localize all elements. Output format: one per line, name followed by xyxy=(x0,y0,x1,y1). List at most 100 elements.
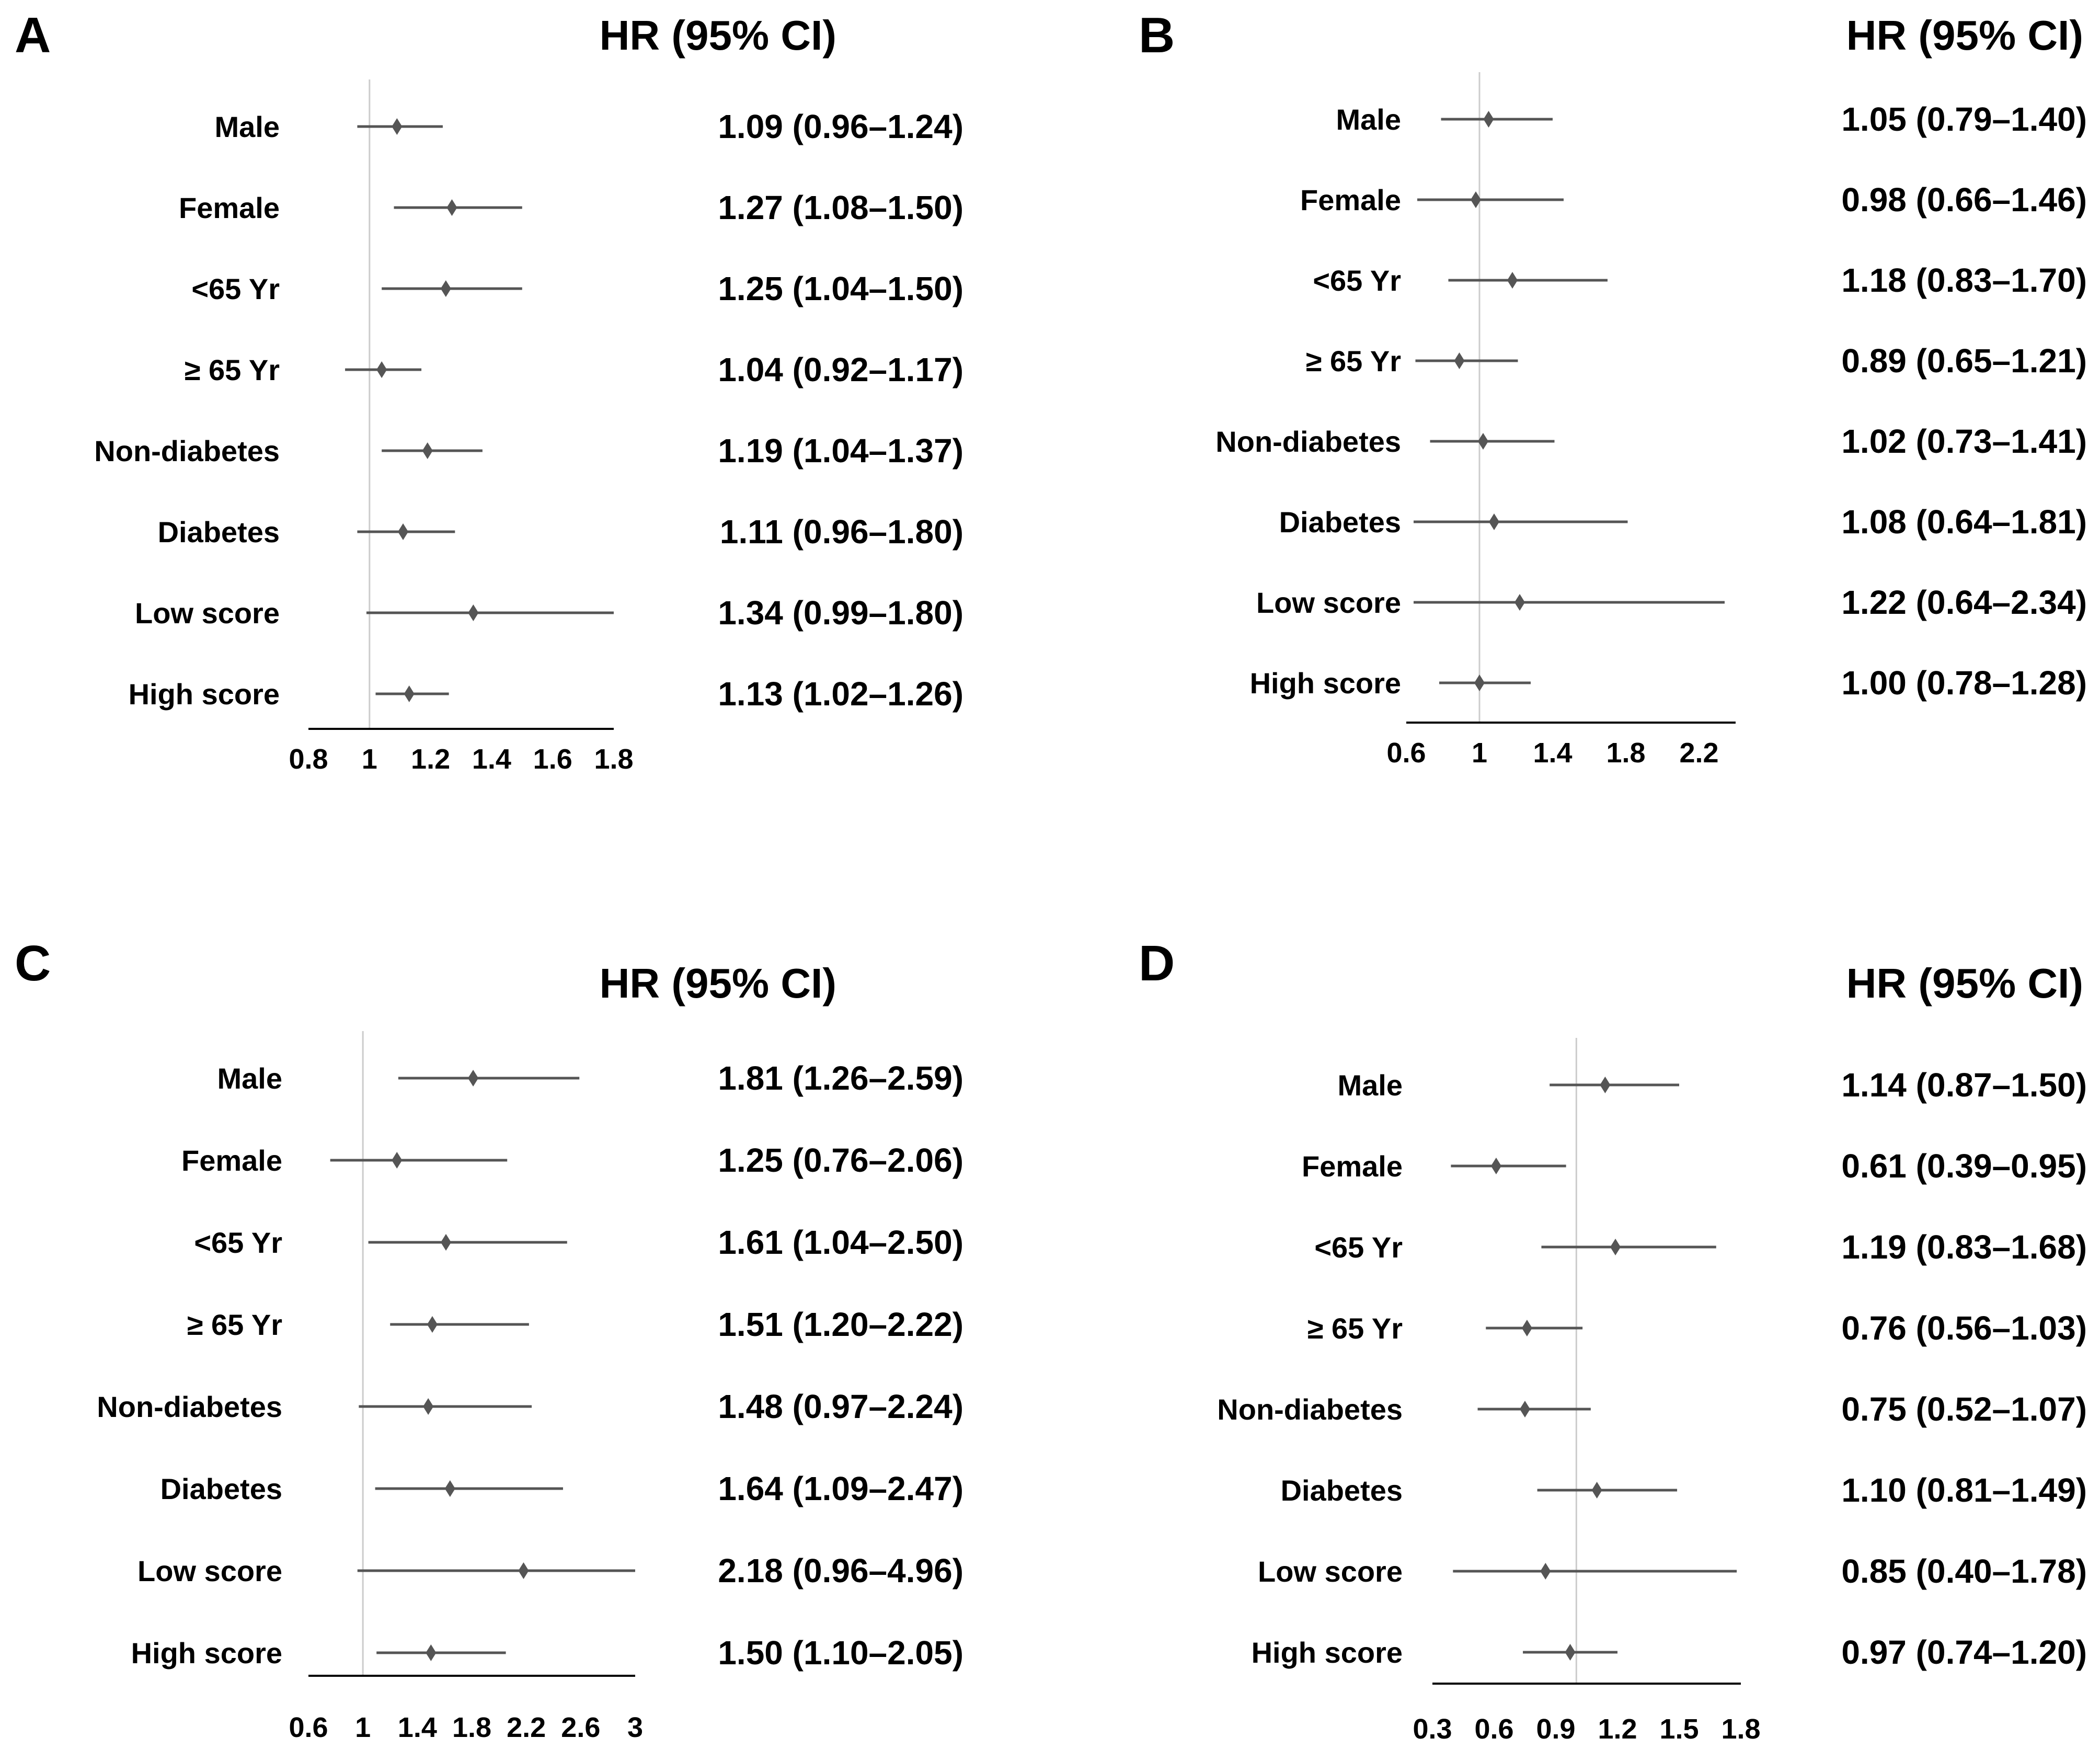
hr-ci-value: 1.25 (1.04–1.50) xyxy=(718,270,963,307)
row-label: Female xyxy=(1302,1150,1403,1183)
hr-ci-value: 1.19 (0.83–1.68) xyxy=(1841,1228,2087,1266)
column-header: HR (95% CI) xyxy=(1846,960,2083,1007)
hr-marker xyxy=(468,604,479,621)
row-label: <65 Yr xyxy=(191,272,280,305)
hr-ci-value: 0.85 (0.40–1.78) xyxy=(1841,1552,2087,1590)
x-tick-label: 1.8 xyxy=(452,1712,491,1743)
hr-ci-value: 1.05 (0.79–1.40) xyxy=(1841,100,2087,138)
panel-letter: C xyxy=(15,935,51,991)
hr-ci-value: 1.11 (0.96–1.80) xyxy=(720,513,963,551)
row-label: Diabetes xyxy=(1279,506,1401,539)
row-label: Low score xyxy=(1258,1555,1403,1588)
hr-marker xyxy=(1540,1563,1551,1580)
hr-marker xyxy=(1521,1320,1532,1336)
row-label: Female xyxy=(179,191,280,224)
hr-marker xyxy=(440,280,451,297)
hr-marker xyxy=(444,1480,455,1497)
hr-marker xyxy=(1474,674,1485,691)
panel-letter: D xyxy=(1139,935,1175,991)
hr-ci-value: 0.75 (0.52–1.07) xyxy=(1841,1390,2087,1428)
row-label: Diabetes xyxy=(158,516,280,548)
hr-ci-value: 1.64 (1.09–2.47) xyxy=(718,1470,963,1507)
row-label: Diabetes xyxy=(160,1472,282,1505)
hr-marker xyxy=(422,442,433,459)
row-label: High score xyxy=(129,678,280,711)
x-tick-label: 1.8 xyxy=(1606,737,1645,769)
row-label: <65 Yr xyxy=(1313,264,1401,297)
panel-a: A HR (95% CI) Male 1.09 (0.96–1.24) Female 1.… xyxy=(15,7,963,775)
x-tick-label: 1 xyxy=(1472,737,1487,769)
column-header: HR (95% CI) xyxy=(600,960,836,1007)
hr-marker xyxy=(1610,1239,1621,1255)
x-tick-label: 0.9 xyxy=(1536,1713,1575,1745)
hr-marker xyxy=(1514,594,1525,611)
x-tick-label: 0.6 xyxy=(289,1712,328,1743)
hr-ci-value: 1.34 (0.99–1.80) xyxy=(718,594,963,632)
hr-marker xyxy=(427,1316,438,1333)
hr-ci-value: 0.98 (0.66–1.46) xyxy=(1841,181,2087,219)
hr-marker xyxy=(1507,272,1518,289)
hr-marker xyxy=(441,1234,452,1251)
hr-marker xyxy=(1600,1077,1611,1093)
x-tick-label: 1.4 xyxy=(398,1712,437,1743)
x-tick-label: 1.6 xyxy=(533,744,572,775)
hr-ci-value: 0.61 (0.39–0.95) xyxy=(1841,1147,2087,1185)
hr-ci-value: 1.50 (1.10–2.05) xyxy=(718,1634,963,1672)
hr-ci-value: 1.14 (0.87–1.50) xyxy=(1841,1066,2087,1104)
hr-ci-value: 1.27 (1.08–1.50) xyxy=(718,189,963,226)
hr-marker xyxy=(1478,433,1488,450)
hr-marker xyxy=(1471,191,1481,208)
hr-marker xyxy=(376,361,387,378)
row-label: ≥ 65 Yr xyxy=(1306,345,1401,378)
hr-marker xyxy=(468,1070,479,1087)
hr-ci-value: 1.13 (1.02–1.26) xyxy=(718,675,963,713)
x-tick-label: 2.6 xyxy=(561,1712,600,1743)
hr-marker xyxy=(426,1644,437,1661)
hr-marker xyxy=(1565,1644,1576,1661)
hr-ci-value: 0.76 (0.56–1.03) xyxy=(1841,1309,2087,1347)
hr-marker xyxy=(404,685,415,702)
hr-ci-value: 1.02 (0.73–1.41) xyxy=(1841,422,2087,460)
hr-marker xyxy=(392,1152,403,1169)
x-tick-label: 1.4 xyxy=(472,744,511,775)
hr-ci-value: 1.10 (0.81–1.49) xyxy=(1841,1471,2087,1509)
hr-ci-value: 1.00 (0.78–1.28) xyxy=(1841,664,2087,702)
hr-ci-value: 1.61 (1.04–2.50) xyxy=(718,1223,963,1261)
x-tick-label: 1.8 xyxy=(1721,1713,1760,1745)
hr-ci-value: 1.04 (0.92–1.17) xyxy=(718,351,963,388)
hr-ci-value: 0.97 (0.74–1.20) xyxy=(1841,1633,2087,1671)
row-label: Low score xyxy=(137,1554,282,1587)
row-label: High score xyxy=(131,1637,282,1669)
hr-marker xyxy=(1489,513,1499,530)
row-label: High score xyxy=(1250,667,1401,700)
column-header: HR (95% CI) xyxy=(600,12,836,59)
row-label: ≥ 65 Yr xyxy=(185,353,280,386)
row-label: Non-diabetes xyxy=(97,1390,282,1423)
panel-c: C HR (95% CI) Male 1.81 (1.26–2.59) Female 1.… xyxy=(15,935,963,1743)
hr-marker xyxy=(392,118,403,135)
hr-marker xyxy=(446,199,457,216)
row-label: High score xyxy=(1252,1636,1403,1669)
x-tick-label: 1.2 xyxy=(1598,1713,1637,1745)
row-label: Male xyxy=(215,110,280,143)
row-label: Diabetes xyxy=(1281,1474,1403,1507)
hr-marker xyxy=(1454,352,1465,369)
x-tick-label: 1.4 xyxy=(1533,737,1572,769)
x-tick-label: 1 xyxy=(355,1712,371,1743)
row-label: Male xyxy=(1338,1069,1403,1102)
x-tick-label: 1.2 xyxy=(411,744,450,775)
x-tick-label: 0.3 xyxy=(1413,1713,1452,1745)
hr-ci-value: 1.48 (0.97–2.24) xyxy=(718,1388,963,1425)
x-tick-label: 1.5 xyxy=(1659,1713,1699,1745)
x-tick-label: 0.8 xyxy=(289,744,328,775)
hr-marker xyxy=(1520,1401,1530,1417)
row-label: Non-diabetes xyxy=(1215,425,1401,458)
panel-d: D HR (95% CI) Male 1.14 (0.87–1.50) Female 0.… xyxy=(1139,935,2087,1745)
panel-letter: A xyxy=(15,7,51,63)
x-tick-label: 1 xyxy=(362,744,377,775)
hr-ci-value: 1.81 (1.26–2.59) xyxy=(718,1059,963,1097)
hr-ci-value: 1.51 (1.20–2.22) xyxy=(718,1306,963,1343)
hr-ci-value: 1.22 (0.64–2.34) xyxy=(1841,584,2087,621)
hr-ci-value: 0.89 (0.65–1.21) xyxy=(1841,342,2087,380)
